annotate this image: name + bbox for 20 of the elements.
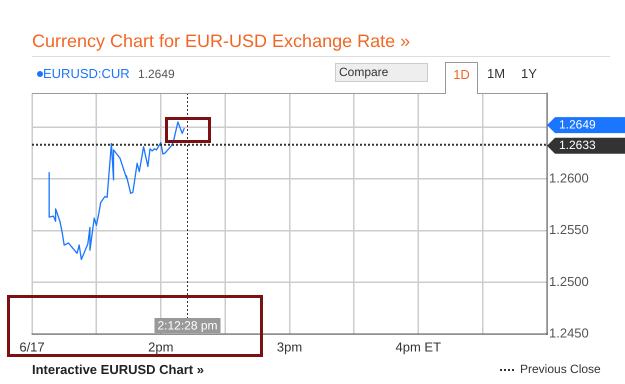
text: Compare (335, 63, 428, 82)
x-tick-label: 6/17 (19, 339, 45, 354)
text: 1.2649 (559, 117, 596, 132)
y-tick-label: 1.2550 (549, 222, 589, 238)
x-tick-label: 2pm (148, 339, 174, 354)
text: Interactive EURUSD Chart » (32, 362, 204, 377)
text: 1D (445, 62, 478, 94)
y-tick-label: 1.2500 (549, 274, 589, 289)
text: 1Y (521, 66, 537, 81)
x-tick-label: 3pm (276, 339, 302, 354)
chart-title: Currency Chart for EUR-USD Exchange Rate » (32, 31, 410, 52)
y-tick-label: 1.2450 (549, 326, 589, 341)
text: 1.2633 (559, 138, 596, 152)
text: Previous Close (520, 362, 601, 376)
text: 1.2649 (138, 67, 175, 81)
legend-label: EURUSD:CUR (43, 66, 130, 81)
ref-line-label: 2:12:28 pm (157, 318, 218, 332)
x-tick-label: 4pm ET (395, 339, 442, 354)
text: 1M (487, 66, 506, 81)
y-tick-label: 1.2600 (549, 170, 589, 186)
